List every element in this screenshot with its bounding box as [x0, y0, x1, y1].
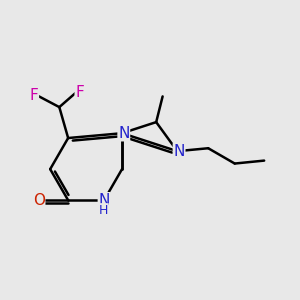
Text: N: N [173, 144, 185, 159]
Text: N: N [118, 126, 130, 141]
Text: F: F [75, 85, 84, 100]
Text: O: O [33, 193, 45, 208]
Text: F: F [30, 88, 38, 104]
Text: N: N [98, 193, 110, 208]
Text: H: H [99, 204, 108, 217]
